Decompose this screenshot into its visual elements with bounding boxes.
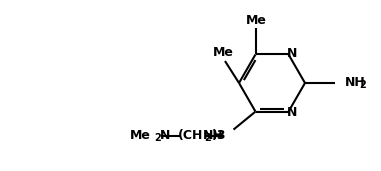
Text: (CH: (CH [178, 129, 203, 142]
Text: 2: 2 [155, 133, 161, 143]
Text: Me: Me [213, 47, 234, 60]
Text: N: N [287, 106, 298, 119]
Text: Me: Me [246, 14, 267, 27]
Text: NH: NH [345, 76, 366, 89]
Text: NH: NH [203, 129, 224, 142]
Text: 2: 2 [359, 81, 366, 90]
Text: N: N [160, 129, 170, 142]
Text: Me: Me [130, 129, 150, 142]
Text: 2: 2 [205, 133, 211, 143]
Text: N: N [287, 47, 298, 60]
Text: )3: )3 [211, 129, 226, 142]
